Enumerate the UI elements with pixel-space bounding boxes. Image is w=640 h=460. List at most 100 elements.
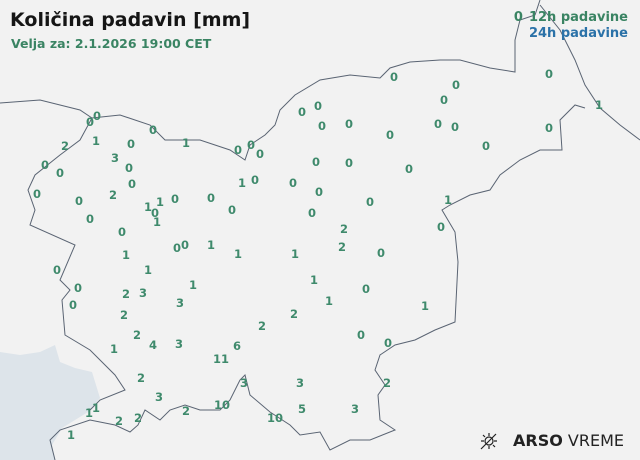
station-value[interactable]: 5 (297, 402, 307, 416)
station-value[interactable]: 2 (337, 240, 347, 254)
station-value[interactable]: 0 (436, 220, 446, 234)
station-value[interactable]: 2 (257, 319, 267, 333)
station-value[interactable]: 0 (206, 191, 216, 205)
station-value[interactable]: 0 (40, 158, 50, 172)
station-value[interactable]: 6 (232, 339, 242, 353)
station-value[interactable]: 0 (92, 109, 102, 123)
station-value[interactable]: 0 (317, 119, 327, 133)
station-value[interactable]: 0 (313, 99, 323, 113)
station-value[interactable]: 1 (206, 238, 216, 252)
station-value[interactable]: 0 (126, 137, 136, 151)
station-value[interactable]: 1 (66, 428, 76, 442)
station-value[interactable]: 10 (213, 398, 231, 412)
station-value[interactable]: 0 (74, 194, 84, 208)
station-value[interactable]: 0 (481, 139, 491, 153)
station-value[interactable]: 0 (85, 212, 95, 226)
station-value[interactable]: 2 (119, 308, 129, 322)
station-value[interactable]: 3 (175, 296, 185, 310)
station-value[interactable]: 1 (109, 342, 119, 356)
station-value[interactable]: 0 (385, 128, 395, 142)
station-value[interactable]: 2 (132, 328, 142, 342)
station-value[interactable]: 2 (114, 414, 124, 428)
station-value[interactable]: 1 (143, 200, 153, 214)
station-value[interactable]: 1 (443, 193, 453, 207)
station-value[interactable]: 0 (439, 93, 449, 107)
station-value[interactable]: 0 (344, 156, 354, 170)
station-value[interactable]: 0 (361, 282, 371, 296)
station-value[interactable]: 0 (117, 225, 127, 239)
station-value[interactable]: 0 (450, 120, 460, 134)
station-value[interactable]: 3 (295, 376, 305, 390)
station-value[interactable]: 1 (84, 406, 94, 420)
station-value[interactable]: 0 (85, 115, 95, 129)
station-value[interactable]: 0 (314, 185, 324, 199)
station-value[interactable]: 3 (174, 337, 184, 351)
station-value[interactable]: 0 (297, 105, 307, 119)
station-value[interactable]: 1 (233, 247, 243, 261)
station-value[interactable]: 1 (121, 248, 131, 262)
station-value[interactable]: 2 (181, 404, 191, 418)
station-value[interactable]: 11 (212, 352, 230, 366)
station-value[interactable]: 2 (382, 376, 392, 390)
station-value[interactable]: 2 (136, 371, 146, 385)
station-value[interactable]: 0 (255, 147, 265, 161)
station-value[interactable]: 0 (127, 177, 137, 191)
station-value[interactable]: 10 (266, 411, 284, 425)
station-value[interactable]: 2 (133, 411, 143, 425)
station-value[interactable]: 0 (389, 70, 399, 84)
station-value[interactable]: 0 (233, 143, 243, 157)
station-value[interactable]: 1 (143, 263, 153, 277)
arso-logo[interactable]: ARSO VREME (479, 431, 624, 450)
station-value[interactable]: 0 (172, 241, 182, 255)
station-value[interactable]: 1 (237, 176, 247, 190)
station-value[interactable]: 1 (181, 136, 191, 150)
station-value[interactable]: 3 (239, 376, 249, 390)
station-value[interactable]: 0 (307, 206, 317, 220)
station-value[interactable]: 0 (52, 263, 62, 277)
station-value[interactable]: 0 (404, 162, 414, 176)
station-value[interactable]: 0 (376, 246, 386, 260)
station-value[interactable]: 2 (121, 287, 131, 301)
station-value[interactable]: 1 (420, 299, 430, 313)
legend-24h[interactable]: 24h padavine (528, 26, 628, 41)
station-value[interactable]: 1 (91, 134, 101, 148)
station-value[interactable]: 0 (170, 192, 180, 206)
station-value[interactable]: 4 (148, 338, 158, 352)
station-value[interactable]: 3 (350, 402, 360, 416)
station-value[interactable]: 1 (155, 195, 165, 209)
station-value[interactable]: 2 (108, 188, 118, 202)
station-value[interactable]: 1 (309, 273, 319, 287)
station-value[interactable]: 2 (60, 139, 70, 153)
station-value[interactable]: 1 (188, 278, 198, 292)
station-value[interactable]: 1 (91, 401, 101, 415)
station-value[interactable]: 2 (339, 222, 349, 236)
station-value[interactable]: 0 (356, 328, 366, 342)
station-value[interactable]: 0 (544, 121, 554, 135)
station-value[interactable]: 3 (138, 286, 148, 300)
station-value[interactable]: 0 (383, 336, 393, 350)
station-value[interactable]: 1 (324, 294, 334, 308)
station-value[interactable]: 3 (110, 151, 120, 165)
station-value[interactable]: 1 (290, 247, 300, 261)
station-value[interactable]: 0 (365, 195, 375, 209)
station-value[interactable]: 0 (311, 155, 321, 169)
station-value[interactable]: 0 (148, 123, 158, 137)
station-value[interactable]: 0 (544, 67, 554, 81)
station-value[interactable]: 0 (288, 176, 298, 190)
station-value[interactable]: 1 (152, 215, 162, 229)
station-value[interactable]: 0 (227, 203, 237, 217)
station-value[interactable]: 0 (451, 78, 461, 92)
station-value[interactable]: 0 (68, 298, 78, 312)
station-value[interactable]: 0 (73, 281, 83, 295)
station-value[interactable]: 0 (433, 117, 443, 131)
station-value[interactable]: 0 (55, 166, 65, 180)
station-value[interactable]: 3 (154, 390, 164, 404)
station-value[interactable]: 0 (344, 117, 354, 131)
station-value[interactable]: 0 (32, 187, 42, 201)
station-value[interactable]: 0 (124, 161, 134, 175)
legend-12h[interactable]: 12h padavine (528, 10, 628, 25)
station-value[interactable]: 2 (289, 307, 299, 321)
station-value[interactable]: 0 (180, 238, 190, 252)
station-value[interactable]: 0 (150, 206, 160, 220)
station-value[interactable]: 0 (246, 138, 256, 152)
